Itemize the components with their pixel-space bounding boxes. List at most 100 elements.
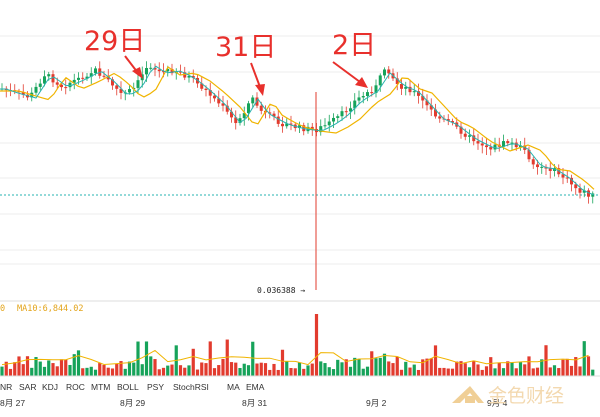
indicator-sar[interactable]: SAR bbox=[19, 382, 36, 392]
indicator-kdj[interactable]: KDJ bbox=[42, 382, 58, 392]
volume-bar bbox=[561, 359, 565, 376]
watermark-text: 金色财经 bbox=[488, 385, 564, 407]
candle bbox=[489, 143, 493, 156]
volume-bar bbox=[255, 363, 259, 376]
volume-bar bbox=[442, 367, 446, 376]
volume-bar bbox=[497, 362, 501, 376]
x-tick-aug27: 8月 27 bbox=[0, 398, 25, 408]
volume-bar bbox=[136, 341, 140, 376]
volume-bar bbox=[191, 348, 195, 376]
volume-bar bbox=[582, 341, 586, 376]
volume-bar bbox=[344, 359, 348, 376]
volume-bar bbox=[365, 366, 370, 376]
volume-bar bbox=[353, 357, 357, 376]
volume-bar bbox=[115, 363, 119, 376]
candle bbox=[493, 137, 497, 153]
candle bbox=[429, 98, 433, 117]
volume-bar bbox=[455, 361, 459, 376]
candle bbox=[89, 67, 93, 84]
volume-bar bbox=[149, 356, 153, 376]
candle bbox=[34, 82, 38, 96]
annotation-31-label: 31日 bbox=[215, 32, 276, 63]
volume-bar bbox=[187, 365, 191, 376]
candle bbox=[421, 88, 425, 109]
candle bbox=[272, 111, 276, 121]
volume-bar bbox=[446, 368, 450, 376]
volume-bar bbox=[586, 356, 591, 376]
indicator-ema[interactable]: EMA bbox=[246, 382, 265, 392]
indicator-nr[interactable]: NR bbox=[0, 382, 12, 392]
annotation-2-label: 2日 bbox=[332, 30, 376, 61]
indicator-roc[interactable]: ROC bbox=[66, 382, 85, 392]
volume-bar bbox=[98, 363, 102, 376]
indicator-mtm[interactable]: MTM bbox=[91, 382, 110, 392]
volume-bar bbox=[472, 360, 476, 376]
volume-bar bbox=[429, 358, 433, 376]
volume-bar bbox=[110, 368, 115, 376]
volume-bar bbox=[21, 364, 25, 376]
candle bbox=[21, 84, 25, 98]
volume-bar bbox=[382, 353, 387, 376]
volume-bar bbox=[480, 369, 484, 376]
candle bbox=[336, 114, 340, 123]
volume-bar bbox=[47, 360, 51, 376]
candle bbox=[570, 174, 573, 192]
candle bbox=[353, 93, 357, 115]
candle bbox=[153, 63, 157, 77]
candle bbox=[395, 72, 399, 91]
volume-bar bbox=[493, 368, 497, 376]
candle bbox=[106, 69, 110, 83]
volume-bar bbox=[166, 365, 170, 376]
candle bbox=[51, 70, 55, 88]
indicator-stochrsi[interactable]: StochRSI bbox=[173, 382, 209, 392]
candle bbox=[340, 106, 344, 121]
volume-bar bbox=[229, 362, 234, 376]
candle bbox=[540, 162, 544, 174]
volume-bar bbox=[55, 366, 59, 376]
volume-bar bbox=[238, 368, 242, 376]
candle bbox=[234, 110, 238, 130]
candle bbox=[0, 83, 4, 92]
volume-bar bbox=[204, 363, 208, 376]
volume-bar bbox=[140, 364, 144, 376]
candle bbox=[289, 115, 293, 131]
candle bbox=[361, 91, 365, 104]
candle bbox=[451, 118, 454, 126]
volume-bar bbox=[391, 363, 395, 376]
candle bbox=[179, 64, 182, 76]
candle bbox=[544, 164, 548, 175]
candle bbox=[357, 90, 361, 104]
volume-bar bbox=[285, 361, 289, 376]
candle bbox=[548, 162, 552, 179]
volume-bar bbox=[374, 358, 378, 376]
volume-bar bbox=[132, 362, 136, 376]
volume-bar bbox=[357, 358, 361, 376]
candle bbox=[72, 73, 76, 90]
volume-bar bbox=[217, 365, 221, 376]
indicator-psy[interactable]: PSY bbox=[147, 382, 164, 392]
volume-bar bbox=[34, 357, 38, 376]
volume-bar bbox=[327, 367, 331, 376]
volume-bar bbox=[361, 368, 365, 376]
volume-bar bbox=[302, 368, 306, 376]
x-tick-aug29: 8月 29 bbox=[120, 398, 145, 408]
candle bbox=[38, 78, 42, 91]
volume-bar bbox=[106, 367, 110, 376]
annotation-29: 29日 bbox=[84, 26, 145, 79]
candle bbox=[383, 67, 386, 79]
volume-bar bbox=[242, 363, 246, 376]
volume-bar bbox=[234, 362, 238, 376]
indicator-boll[interactable]: BOLL bbox=[117, 382, 139, 392]
indicator-ma[interactable]: MA bbox=[227, 382, 240, 392]
candle bbox=[81, 72, 85, 84]
volume-bar bbox=[251, 341, 255, 376]
volume-bar bbox=[399, 369, 404, 376]
grid-lines bbox=[0, 35, 600, 265]
volume-bar bbox=[297, 362, 302, 376]
volume-bar bbox=[161, 367, 166, 376]
candle bbox=[251, 95, 255, 108]
volume-ma-line bbox=[1, 349, 589, 366]
volume-bar bbox=[81, 368, 85, 376]
volume-bar bbox=[246, 365, 251, 376]
ma10-readout: MA10:6,844.02 bbox=[17, 304, 84, 314]
